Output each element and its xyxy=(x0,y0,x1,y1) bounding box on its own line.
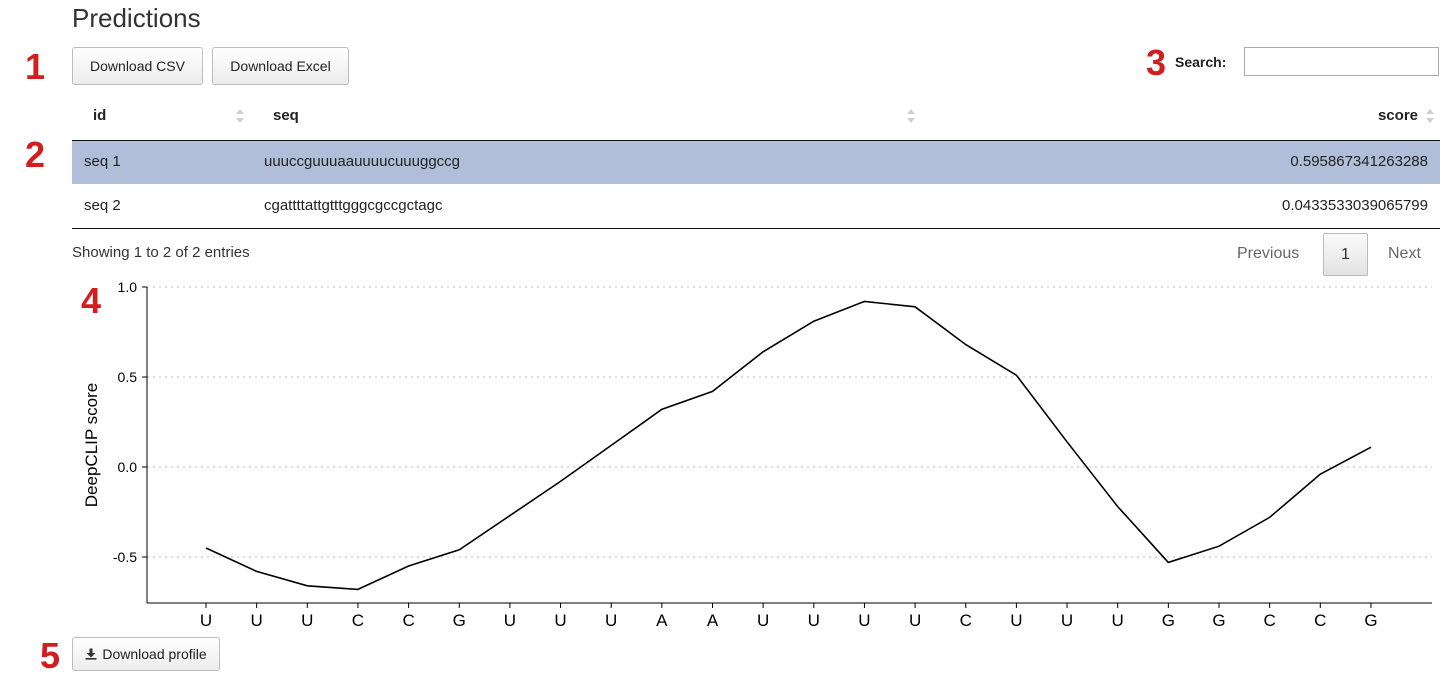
download-profile-label: Download profile xyxy=(102,646,207,662)
table-info: Showing 1 to 2 of 2 entries xyxy=(72,244,250,261)
current-page-button[interactable]: 1 xyxy=(1323,233,1368,276)
x-tick-label: U xyxy=(1112,611,1124,630)
x-tick-label: G xyxy=(1212,611,1225,630)
x-tick-label: U xyxy=(504,611,516,630)
sort-arrows-icon[interactable] xyxy=(906,107,916,125)
annotation-marker-2: 2 xyxy=(25,134,46,175)
x-tick-label: C xyxy=(352,611,364,630)
score-line-series xyxy=(205,300,1372,591)
search-label: Search: xyxy=(1175,54,1227,70)
x-tick-label: G xyxy=(453,611,466,630)
x-tick-label: U xyxy=(1061,611,1073,630)
x-tick-label: C xyxy=(960,611,972,630)
x-tick-label: U xyxy=(251,611,263,630)
table-row[interactable]: seq 2 cgattttattgtttgggcgccgctagc 0.0433… xyxy=(72,185,1440,228)
table-row[interactable]: seq 1 uuuccguuuaauuuucuuuggccg 0.5958673… xyxy=(72,141,1440,184)
x-tick-label: C xyxy=(402,611,414,630)
cell-id: seq 1 xyxy=(84,153,121,170)
x-tick-label: U xyxy=(200,611,212,630)
next-page-button[interactable]: Next xyxy=(1388,245,1421,262)
download-csv-button[interactable]: Download CSV xyxy=(72,47,203,85)
sort-arrows-icon[interactable] xyxy=(235,107,245,125)
y-axis-label: DeepCLIP score xyxy=(82,383,101,507)
cell-seq: uuuccguuuaauuuucuuuggccg xyxy=(264,153,461,170)
download-profile-button[interactable]: Download profile xyxy=(72,637,220,671)
x-tick-label: U xyxy=(909,611,921,630)
table-bottom-border xyxy=(72,228,1440,229)
download-excel-button[interactable]: Download Excel xyxy=(212,47,349,85)
column-header-seq[interactable]: seq xyxy=(273,107,299,124)
sort-arrows-icon[interactable] xyxy=(1425,107,1435,125)
x-tick-label: U xyxy=(554,611,566,630)
y-tick-label: 0.5 xyxy=(118,369,138,385)
x-tick-label: G xyxy=(1162,611,1175,630)
y-tick-label: 0.0 xyxy=(118,459,138,475)
cell-id: seq 2 xyxy=(84,197,121,214)
cell-seq: cgattttattgtttgggcgccgctagc xyxy=(264,197,443,214)
x-tick-label: G xyxy=(1364,611,1377,630)
x-tick-label: U xyxy=(605,611,617,630)
page-title: Predictions xyxy=(72,3,201,33)
column-header-id[interactable]: id xyxy=(93,107,107,124)
annotation-marker-1: 1 xyxy=(25,46,46,87)
x-tick-label: C xyxy=(1264,611,1276,630)
x-tick-label: U xyxy=(1010,611,1022,630)
header-divider xyxy=(72,140,1440,141)
deepclip-score-chart: 1.0 0.5 0.0 -0.5 U U U C C G U U U A A U U U U C U U U G G C C G D… xyxy=(82,279,1432,630)
cell-score: 0.0433533039065799 xyxy=(1282,197,1428,214)
table-header: id seq score xyxy=(72,96,1440,140)
annotation-marker-5: 5 xyxy=(40,635,61,676)
search-input[interactable] xyxy=(1244,47,1439,76)
y-tick-label: 1.0 xyxy=(118,279,138,295)
y-tick-label: -0.5 xyxy=(113,549,137,565)
x-tick-label: U xyxy=(858,611,870,630)
cell-score: 0.595867341263288 xyxy=(1290,153,1428,170)
annotation-marker-4: 4 xyxy=(81,280,102,321)
x-tick-label: C xyxy=(1314,611,1326,630)
annotation-marker-3: 3 xyxy=(1146,42,1167,83)
x-tick-label: U xyxy=(301,611,313,630)
x-tick-label: U xyxy=(808,611,820,630)
x-tick-label: U xyxy=(757,611,769,630)
previous-page-button[interactable]: Previous xyxy=(1237,245,1300,262)
x-tick-label: A xyxy=(656,611,668,630)
x-tick-label: A xyxy=(707,611,719,630)
column-header-score[interactable]: score xyxy=(1377,107,1418,124)
download-icon xyxy=(85,648,97,660)
